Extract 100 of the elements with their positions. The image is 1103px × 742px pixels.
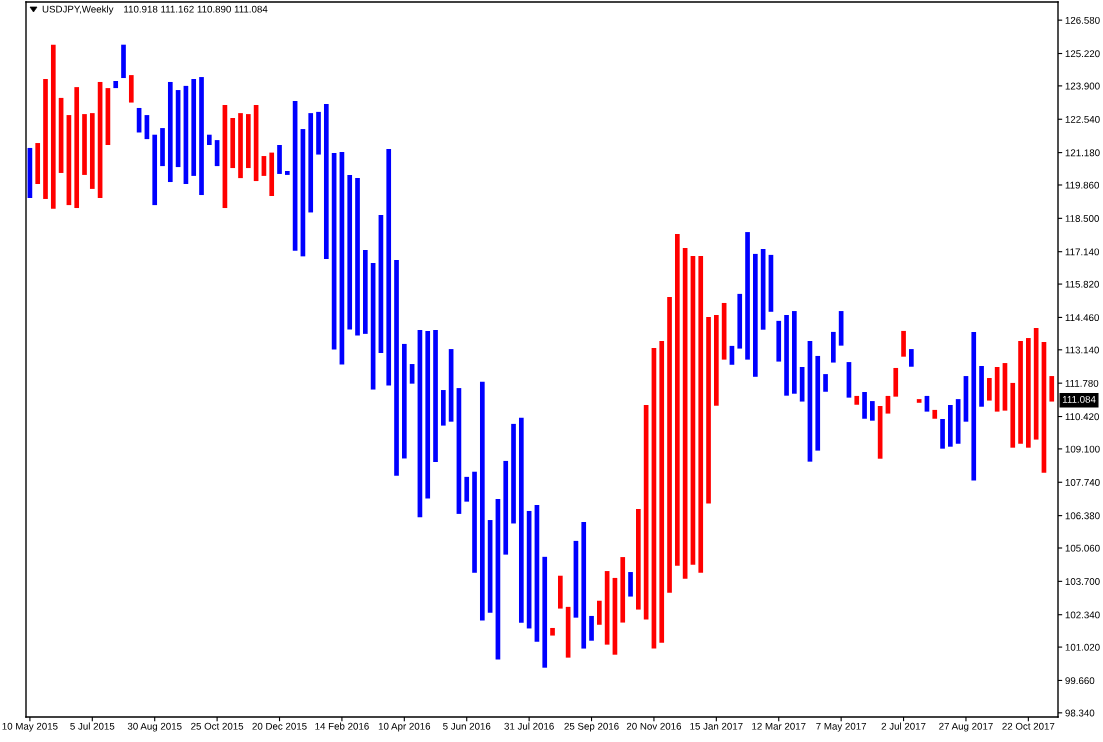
x-tick-label: 22 Oct 2017 <box>1002 722 1055 730</box>
bar <box>160 128 165 167</box>
bar <box>50 44 56 209</box>
bar <box>355 178 360 336</box>
bar <box>43 79 48 199</box>
y-tick-label: 101.020 <box>1065 643 1100 651</box>
bar <box>589 615 594 641</box>
y-tick-label: 99.660 <box>1065 677 1095 685</box>
y-tick-label: 119.860 <box>1065 181 1099 189</box>
bar <box>659 340 665 643</box>
bar <box>823 374 828 392</box>
y-tick-label: 109.100 <box>1065 445 1100 453</box>
bar <box>308 113 314 213</box>
bar <box>698 256 704 573</box>
x-tick-label: 12 Mar 2017 <box>752 722 806 730</box>
bar <box>386 148 392 386</box>
bar <box>831 331 836 363</box>
x-tick-label: 5 Jul 2015 <box>70 722 115 730</box>
bar <box>89 113 95 189</box>
bar <box>401 343 407 459</box>
x-tick-label: 2 Jul 2017 <box>881 722 926 730</box>
bar <box>35 143 41 184</box>
bar <box>191 79 197 176</box>
bar <box>1049 376 1055 402</box>
y-tick-label: 107.740 <box>1065 479 1100 486</box>
bar <box>518 417 524 623</box>
bar <box>620 557 626 623</box>
x-tick-label: 7 May 2017 <box>816 722 867 732</box>
bar <box>284 171 290 175</box>
annotation: 111.084 <box>1062 395 1096 403</box>
y-tick-label: 115.820 <box>1065 280 1099 288</box>
bar <box>737 293 743 349</box>
bar <box>464 476 470 502</box>
bar <box>113 80 119 89</box>
bar <box>932 409 938 419</box>
x-tick-label: 5 Jun 2016 <box>443 722 491 730</box>
y-tick-label: 98.340 <box>1065 709 1095 717</box>
y-tick-label: 105.060 <box>1065 544 1100 552</box>
y-tick-label: 121.180 <box>1065 149 1100 157</box>
bar <box>479 381 485 621</box>
bar <box>581 522 587 649</box>
bar <box>74 87 80 209</box>
y-tick-label: 118.500 <box>1065 215 1099 222</box>
bar <box>238 113 243 179</box>
y-tick-label: 123.900 <box>1065 82 1100 90</box>
bar <box>82 114 87 175</box>
bar <box>440 390 446 426</box>
y-tick-label: 114.460 <box>1065 314 1099 322</box>
chart-subtitle: 110.918 111.162 110.890 111.084 <box>124 5 268 13</box>
y-tick-label: 102.340 <box>1065 611 1100 619</box>
bar <box>667 297 672 593</box>
bar <box>269 152 275 197</box>
x-tick-label: 15 Jan 2017 <box>690 722 743 730</box>
bar <box>425 330 431 499</box>
chart-title: USDJPY,Weekly <box>42 5 114 15</box>
x-tick-label: 31 Jul 2016 <box>504 722 554 730</box>
bar <box>776 320 782 362</box>
bar <box>948 405 953 447</box>
bar <box>550 627 555 636</box>
bar <box>152 134 158 206</box>
bar <box>706 316 711 504</box>
bar <box>542 556 548 668</box>
bar <box>277 145 282 174</box>
bar <box>199 77 204 196</box>
x-tick-label: 27 Aug 2017 <box>939 722 993 732</box>
bar <box>971 331 977 481</box>
bar <box>675 234 680 566</box>
y-tick-label: 111.780 <box>1065 379 1099 387</box>
x-tick-label: 25 Sep 2016 <box>564 722 619 732</box>
bar <box>862 392 867 419</box>
bar <box>1018 340 1023 444</box>
bar <box>792 311 797 394</box>
bar <box>167 81 173 183</box>
x-tick-label: 10 May 2015 <box>2 722 58 732</box>
y-tick-label: 125.220 <box>1065 50 1100 58</box>
bar <box>245 114 251 169</box>
bar <box>784 314 789 396</box>
bar <box>347 174 353 330</box>
bar <box>815 355 821 451</box>
bar <box>636 509 641 610</box>
x-tick-label: 14 Feb 2016 <box>315 722 369 730</box>
bar <box>557 575 563 609</box>
x-tick-label: 20 Dec 2015 <box>252 722 307 730</box>
y-tick-label: 113.140 <box>1065 346 1099 354</box>
x-tick-label: 30 Aug 2015 <box>127 722 182 732</box>
bar <box>870 401 875 421</box>
bar <box>940 418 945 449</box>
y-tick-label: 122.540 <box>1065 115 1100 123</box>
bar <box>1010 382 1016 448</box>
bar <box>979 366 984 407</box>
bar <box>316 111 321 155</box>
bar <box>472 471 477 573</box>
bar <box>323 104 329 260</box>
y-tick-label: 106.380 <box>1065 512 1100 520</box>
x-tick-label: 10 Apr 2016 <box>378 722 431 732</box>
bar <box>714 314 719 406</box>
bar <box>745 232 750 360</box>
bar <box>987 378 992 401</box>
bar <box>916 399 922 403</box>
bar <box>206 134 212 145</box>
